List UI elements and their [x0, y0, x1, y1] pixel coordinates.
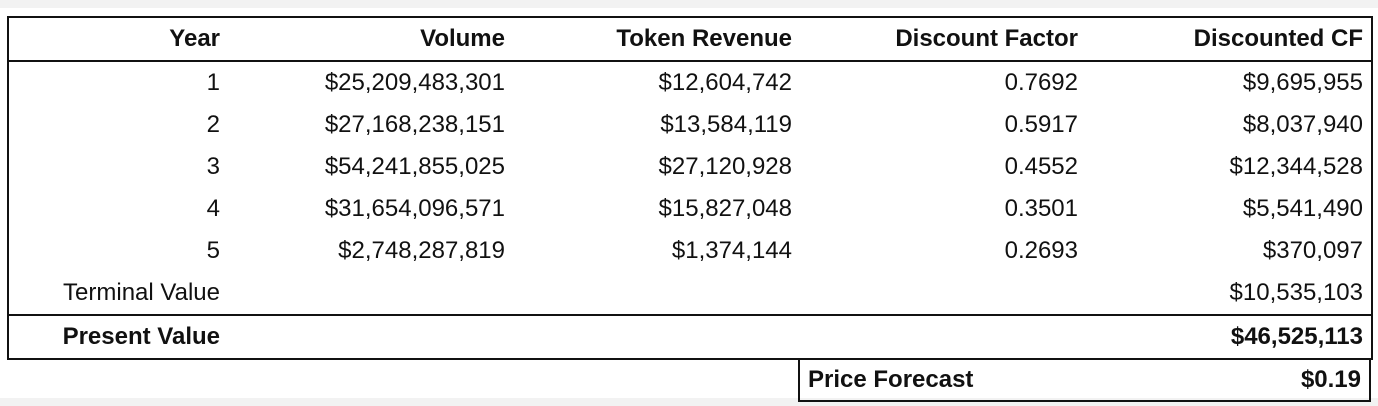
cell-volume: $31,654,096,571: [324, 195, 505, 222]
cell-token-revenue: $27,120,928: [658, 153, 792, 180]
present-value-label: Present Value: [7, 314, 228, 360]
terminal-value-amount: $10,535,103: [1086, 272, 1373, 315]
table-row: 4 $31,654,096,571 $15,827,048 0.3501 $5,…: [7, 188, 1373, 230]
cell-discounted-cf: $370,097: [1086, 230, 1373, 272]
terminal-value-row: Terminal Value $10,535,103: [7, 272, 1373, 315]
cell-discount-factor: 0.7692: [1004, 69, 1078, 96]
dcf-table: Year Volume Token Revenue Discount Facto…: [7, 16, 1373, 360]
cell-year: 2: [7, 104, 228, 146]
cell-year: 1: [7, 61, 228, 104]
present-value-amount: $46,525,113: [1086, 314, 1373, 360]
header-discount-factor: Discount Factor: [800, 16, 1086, 62]
empty-cell: [800, 272, 1086, 315]
cell-discounted-cf: $12,344,528: [1086, 146, 1373, 188]
cell-discount-factor: 0.3501: [1004, 195, 1078, 222]
table-row: 1 $25,209,483,301 $12,604,742 0.7692 $9,…: [7, 61, 1373, 104]
empty-cell: [513, 314, 800, 360]
cell-volume: $27,168,238,151: [324, 111, 505, 138]
price-forecast-value: $0.19: [1300, 366, 1361, 393]
empty-cell: [228, 314, 513, 360]
cell-discounted-cf: $5,541,490: [1086, 188, 1373, 230]
present-value-row: Present Value $46,525,113: [7, 314, 1373, 360]
price-forecast-row: Price Forecast $0.19: [798, 360, 1371, 402]
table-row: 2 $27,168,238,151 $13,584,119 0.5917 $8,…: [7, 104, 1373, 146]
cell-token-revenue: $12,604,742: [658, 69, 792, 96]
cell-token-revenue: $13,584,119: [660, 111, 792, 138]
table-row: 3 $54,241,855,025 $27,120,928 0.4552 $12…: [7, 146, 1373, 188]
empty-cell: [513, 272, 800, 315]
header-discounted-cf: Discounted CF: [1086, 16, 1373, 62]
cell-discount-factor: 0.2693: [1004, 237, 1078, 264]
cell-discount-factor: 0.5917: [1004, 111, 1078, 138]
terminal-value-label: Terminal Value: [7, 272, 228, 315]
cell-token-revenue: $1,374,144: [671, 237, 792, 264]
table-header-row: Year Volume Token Revenue Discount Facto…: [7, 16, 1373, 62]
cell-token-revenue: $15,827,048: [658, 195, 792, 222]
spreadsheet-area: Year Volume Token Revenue Discount Facto…: [0, 8, 1378, 402]
header-year: Year: [7, 16, 228, 62]
cell-volume: $25,209,483,301: [324, 69, 505, 96]
cell-year: 4: [7, 188, 228, 230]
price-forecast-label: Price Forecast: [808, 366, 974, 393]
cell-discount-factor: 0.4552: [1004, 153, 1078, 180]
cell-discounted-cf: $9,695,955: [1086, 61, 1373, 104]
cell-discounted-cf: $8,037,940: [1086, 104, 1373, 146]
cell-year: 3: [7, 146, 228, 188]
empty-cell: [228, 272, 513, 315]
table-row: 5 $2,748,287,819 $1,374,144 0.2693 $370,…: [7, 230, 1373, 272]
cell-year: 5: [7, 230, 228, 272]
cell-volume: $54,241,855,025: [324, 153, 505, 180]
cell-volume: $2,748,287,819: [338, 237, 505, 264]
header-volume: Volume: [228, 16, 513, 62]
empty-cell: [800, 314, 1086, 360]
header-token-revenue: Token Revenue: [513, 16, 800, 62]
